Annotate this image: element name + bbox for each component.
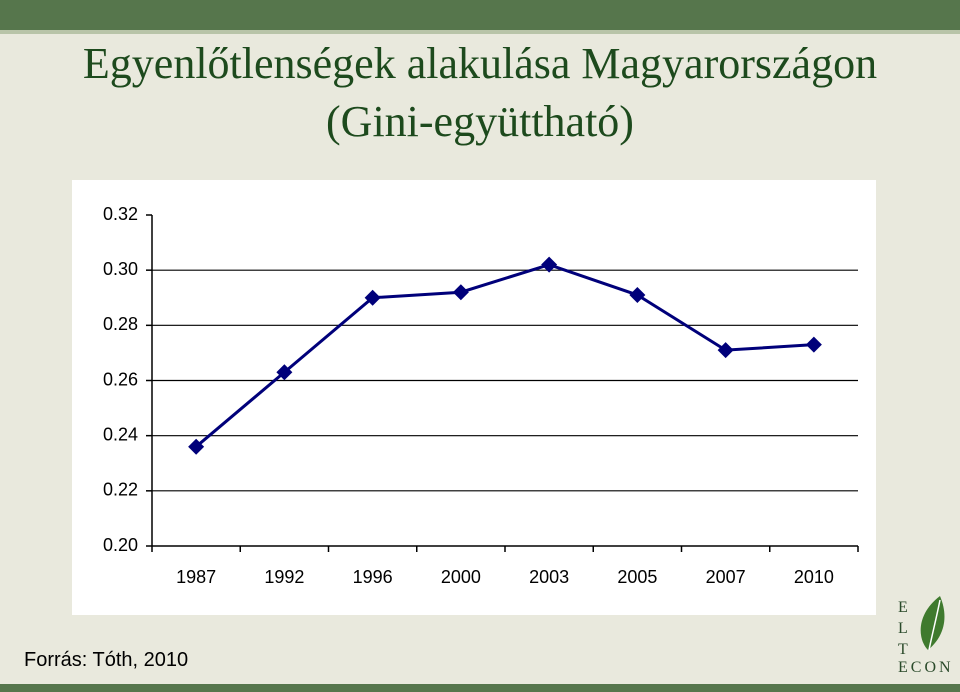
y-tick-label: 0.26 [103, 369, 138, 389]
logo-leaf-vein [928, 599, 941, 651]
top-bar [0, 0, 960, 30]
series-line [195, 263, 814, 448]
y-tick-label: 0.22 [103, 480, 138, 500]
data-point [188, 438, 205, 455]
slide-title: Egyenlőtlenségek alakulása Magyarországo… [83, 39, 877, 88]
x-tick-label: 2007 [706, 567, 746, 587]
logo-word: ECON [898, 659, 954, 676]
data-point [805, 336, 822, 353]
logo-letter: L [898, 620, 908, 637]
y-tick-label: 0.28 [103, 314, 138, 334]
data-point [629, 286, 646, 303]
logo-letter: T [898, 641, 908, 658]
x-tick-label: 2005 [617, 567, 657, 587]
y-tick-label: 0.24 [103, 424, 138, 444]
logo: E L T ECON [898, 596, 954, 676]
x-tick-label: 1996 [353, 567, 393, 587]
logo-letter: E [898, 599, 908, 616]
slide-subtitle: (Gini-együttható) [326, 97, 634, 146]
x-tick-label: 2000 [441, 567, 481, 587]
data-point [541, 256, 558, 273]
y-tick-label: 0.30 [103, 259, 138, 279]
x-tick-label: 2003 [529, 567, 569, 587]
data-point [276, 364, 293, 381]
y-tick-label: 0.32 [103, 204, 138, 224]
chart-area [72, 180, 876, 615]
data-point [717, 342, 734, 359]
plot: 0.20 0.22 0.24 0.26 0.28 0.30 0.32 1987 1992 1996… [103, 204, 859, 587]
x-tick-label: 1992 [264, 567, 304, 587]
x-tick-label: 1987 [176, 567, 216, 587]
top-bar-line [0, 30, 960, 34]
bottom-bar [0, 684, 960, 692]
data-point [364, 289, 381, 306]
data-point [452, 284, 469, 301]
source: Forrás: Tóth, 2010 [24, 649, 188, 671]
y-tick-label: 0.20 [103, 535, 138, 555]
x-tick-label: 2010 [794, 567, 834, 587]
